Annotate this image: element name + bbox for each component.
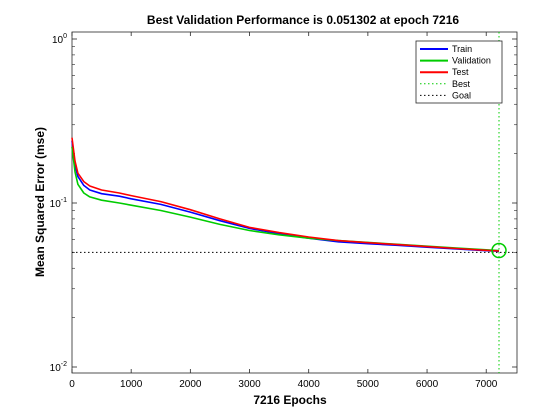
x-tick-label: 2000	[179, 379, 202, 390]
best-point-marker	[491, 242, 507, 259]
legend-label-validation: Validation	[452, 56, 491, 66]
legend-label-test: Test	[452, 67, 469, 77]
legend-label-goal: Goal	[452, 90, 471, 100]
legend-label-best: Best	[452, 79, 471, 89]
x-axis-label: 7216 Epochs	[253, 393, 327, 407]
x-tick-label: 5000	[357, 379, 380, 390]
chart-title: Best Validation Performance is 0.051302 …	[147, 13, 459, 27]
y-tick-label: 100	[52, 33, 67, 46]
x-tick-label: 3000	[238, 379, 261, 390]
y-tick-label: 10-1	[50, 197, 67, 210]
legend-label-train: Train	[452, 44, 472, 54]
x-tick-label: 1000	[120, 379, 143, 390]
x-tick-label: 0	[69, 379, 75, 390]
y-tick-label: 10-2	[50, 361, 67, 374]
x-tick-label: 7000	[475, 379, 498, 390]
series-line-test	[71, 137, 500, 252]
y-axis-label: Mean Squared Error (mse)	[33, 127, 47, 277]
x-tick-label: 6000	[416, 379, 439, 390]
x-tick-label: 4000	[298, 379, 321, 390]
